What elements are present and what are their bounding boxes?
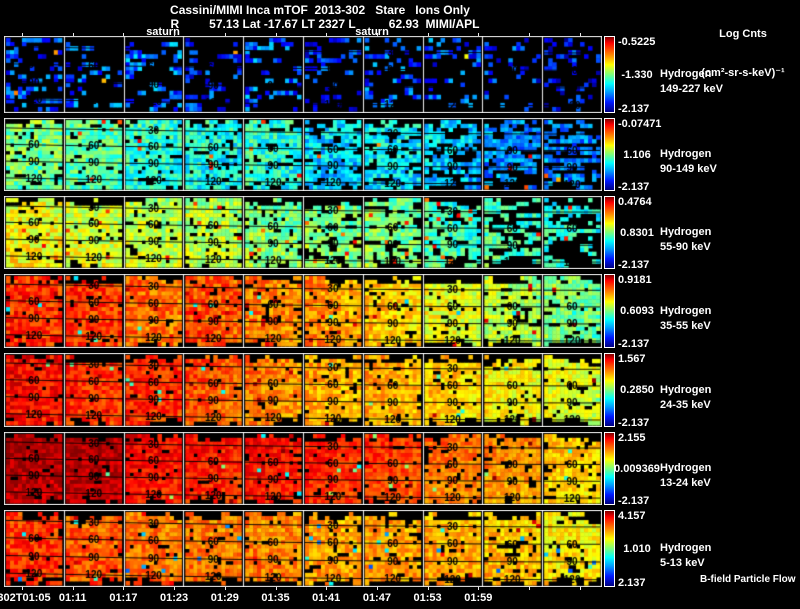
colorbar-2 bbox=[604, 118, 615, 191]
bottom-tick-mark bbox=[224, 587, 226, 590]
species-label: Hydrogen bbox=[660, 226, 712, 239]
colorbar-3 bbox=[604, 196, 615, 269]
time-tick-label: 01:23 bbox=[160, 592, 189, 604]
bottom-tick-mark bbox=[275, 587, 277, 590]
saturn-marker-label: saturn bbox=[355, 26, 389, 38]
spectrogram-panel-6 bbox=[4, 432, 602, 505]
time-tick-label: 01:29 bbox=[210, 592, 239, 604]
spectrogram-panel-3 bbox=[4, 196, 602, 269]
energy-range-label: 5-13 keV bbox=[660, 556, 705, 569]
bottom-tick-mark bbox=[529, 587, 530, 590]
colorbar-tick-bottom: -2.137 bbox=[618, 259, 650, 271]
time-tick-label: 01:59 bbox=[464, 592, 493, 604]
top-tick-mark bbox=[427, 33, 429, 36]
bottom-tick-mark bbox=[376, 587, 378, 590]
colorbar-tick-top: 1.567 bbox=[618, 353, 646, 365]
page-title: Cassini/MIMI Inca mTOF 2013-302 Stare Io… bbox=[170, 3, 470, 17]
bottom-tick-mark bbox=[123, 587, 125, 590]
colorbar-6 bbox=[604, 432, 615, 505]
energy-range-label: 35-55 keV bbox=[660, 319, 711, 332]
colorbar-tick-bottom: -2.137 bbox=[618, 417, 650, 429]
species-label: Hydrogen bbox=[660, 67, 712, 80]
colorbar-tick-mid: 1.106 bbox=[623, 148, 651, 161]
energy-band-label: Hydrogen 55-90 keV bbox=[660, 225, 711, 255]
energy-range-label: 55-90 keV bbox=[660, 241, 711, 254]
saturn-marker-label: saturn bbox=[146, 26, 180, 38]
top-tick-mark bbox=[224, 33, 226, 36]
top-tick-mark bbox=[22, 33, 23, 36]
top-tick-mark bbox=[579, 33, 581, 36]
colorbar-1 bbox=[604, 36, 615, 113]
bottom-tick-mark bbox=[478, 587, 480, 590]
top-tick-mark bbox=[326, 33, 328, 36]
spectrogram-panel-7 bbox=[4, 510, 602, 587]
time-tick-label: 01:47 bbox=[362, 592, 391, 604]
top-tick-mark bbox=[529, 33, 530, 36]
bottom-tick-mark bbox=[22, 587, 23, 590]
top-tick-mark bbox=[275, 33, 277, 36]
energy-range-label: 24-35 keV bbox=[660, 398, 711, 411]
species-label: Hydrogen bbox=[660, 383, 712, 396]
colorbar-tick-top: 4.157 bbox=[618, 510, 646, 522]
colorbar-tick-bottom: 2.137 bbox=[618, 577, 646, 589]
bottom-tick-mark bbox=[72, 587, 74, 590]
colorbar-4 bbox=[604, 274, 615, 348]
colorbar-tick-bottom: -2.137 bbox=[618, 181, 650, 193]
bottom-tick-mark bbox=[579, 587, 581, 590]
energy-band-label: Hydrogen 13-24 keV bbox=[660, 461, 711, 491]
energy-range-label: 149-227 keV bbox=[660, 82, 723, 95]
energy-range-label: 13-24 keV bbox=[660, 477, 711, 490]
top-tick-mark bbox=[478, 33, 480, 36]
bottom-tick-mark bbox=[174, 587, 176, 590]
time-tick-label: 01:35 bbox=[261, 592, 290, 604]
colorbar-tick-bottom: -2.137 bbox=[618, 103, 650, 115]
colorbar-tick-mid: 0.6093 bbox=[620, 305, 654, 317]
colorbar-tick-top: 0.4764 bbox=[618, 196, 652, 208]
energy-band-label: Hydrogen 35-55 keV bbox=[660, 304, 711, 334]
colorbar-tick-bottom: -2.137 bbox=[618, 495, 650, 507]
colorbar-tick-mid: 0.8301 bbox=[620, 226, 654, 239]
colorbar-tick-bottom: -2.137 bbox=[618, 338, 650, 350]
colorbar-tick-top: -0.5225 bbox=[618, 36, 656, 48]
top-tick-mark bbox=[376, 33, 378, 36]
time-tick-label: 302T01:05 bbox=[0, 592, 51, 604]
species-label: Hydrogen bbox=[660, 462, 712, 475]
species-label: Hydrogen bbox=[660, 148, 712, 161]
time-tick-label: 01:17 bbox=[109, 592, 138, 604]
energy-band-label: Hydrogen 90-149 keV bbox=[660, 147, 717, 177]
spectrogram-panel-2 bbox=[4, 118, 602, 191]
energy-band-label: Hydrogen 5-13 keV bbox=[660, 541, 711, 571]
time-tick-label: 01:11 bbox=[58, 592, 87, 604]
species-label: Hydrogen bbox=[660, 304, 712, 317]
time-tick-label: 01:41 bbox=[312, 592, 341, 604]
time-tick-label: 01:53 bbox=[413, 592, 442, 604]
bfield-flow-note: B-field Particle Flow bbox=[700, 574, 796, 585]
energy-range-label: 90-149 keV bbox=[660, 163, 717, 176]
top-tick-mark bbox=[174, 33, 176, 36]
species-label: Hydrogen bbox=[660, 541, 712, 554]
units-line2: (cm²-sr-s-keV)⁻¹ bbox=[701, 67, 785, 79]
units-line1: Log Cnts bbox=[719, 28, 767, 40]
bottom-tick-mark bbox=[326, 587, 328, 590]
colorbar-tick-mid: 0.009369 bbox=[614, 462, 660, 475]
colorbar-7 bbox=[604, 510, 615, 587]
colorbar-units-label: Log Cnts (cm²-sr-s-keV)⁻¹ bbox=[688, 2, 798, 106]
colorbar-tick-top: -0.07471 bbox=[618, 118, 662, 130]
colorbar-5 bbox=[604, 353, 615, 427]
colorbar-tick-mid: 1.010 bbox=[623, 542, 651, 555]
spectrogram-panel-5 bbox=[4, 353, 602, 427]
top-tick-mark bbox=[72, 33, 74, 36]
colorbar-tick-mid: 0.2850 bbox=[620, 384, 654, 396]
energy-band-label: Hydrogen 24-35 keV bbox=[660, 383, 711, 413]
colorbar-tick-top: 0.9181 bbox=[618, 274, 652, 286]
top-tick-mark bbox=[123, 33, 125, 36]
energy-band-label: Hydrogen 149-227 keV bbox=[660, 67, 723, 97]
spectrogram-panel-1 bbox=[4, 36, 602, 113]
ephemeris-line: R 57.13 Lat -17.67 LT 2327 L 62.93 MIMI/… bbox=[170, 17, 480, 31]
bottom-tick-mark bbox=[427, 587, 429, 590]
spectrogram-panel-4 bbox=[4, 274, 602, 348]
colorbar-tick-top: 2.155 bbox=[618, 432, 646, 444]
colorbar-tick-mid: -1.330 bbox=[621, 68, 653, 81]
